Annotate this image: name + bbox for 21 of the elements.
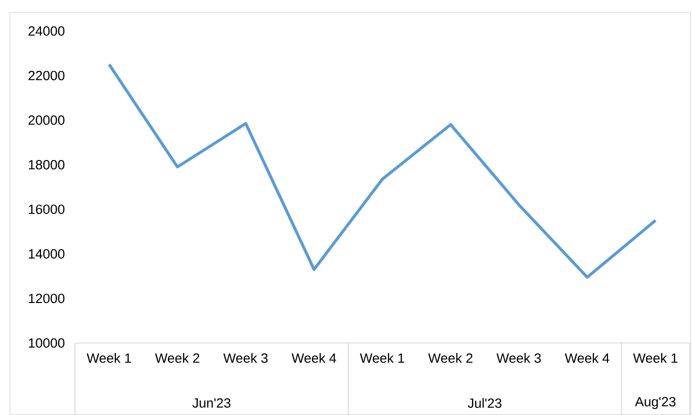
x-tick-label: Week 2 [155,352,200,363]
y-tick-label: 18000 [28,160,64,170]
x-tick-label: Week 4 [564,352,610,363]
y-tick-label: 10000 [28,338,64,348]
y-tick-label: 20000 [28,115,64,125]
x-tick-label: Week 1 [633,352,678,363]
x-tick-label: Week 1 [360,352,404,363]
y-tick-label: 22000 [28,70,64,80]
line-series [108,62,657,279]
text: Jul'23 [468,398,502,408]
x-tick-label: Week 3 [496,352,541,363]
x-tick-label: Week 2 [428,352,472,363]
y-tick-label: 16000 [28,204,64,214]
text: Aug'23 [634,396,676,409]
x-tick-label: Week 4 [292,352,336,363]
y-tick-label: 12000 [28,294,64,304]
x-tick-label: Week 1 [86,352,131,363]
y-tick-label: 24000 [28,26,64,36]
y-tick-label: 14000 [28,249,64,258]
text: Jun'23 [192,398,230,408]
x-tick-label: Week 3 [223,352,268,363]
